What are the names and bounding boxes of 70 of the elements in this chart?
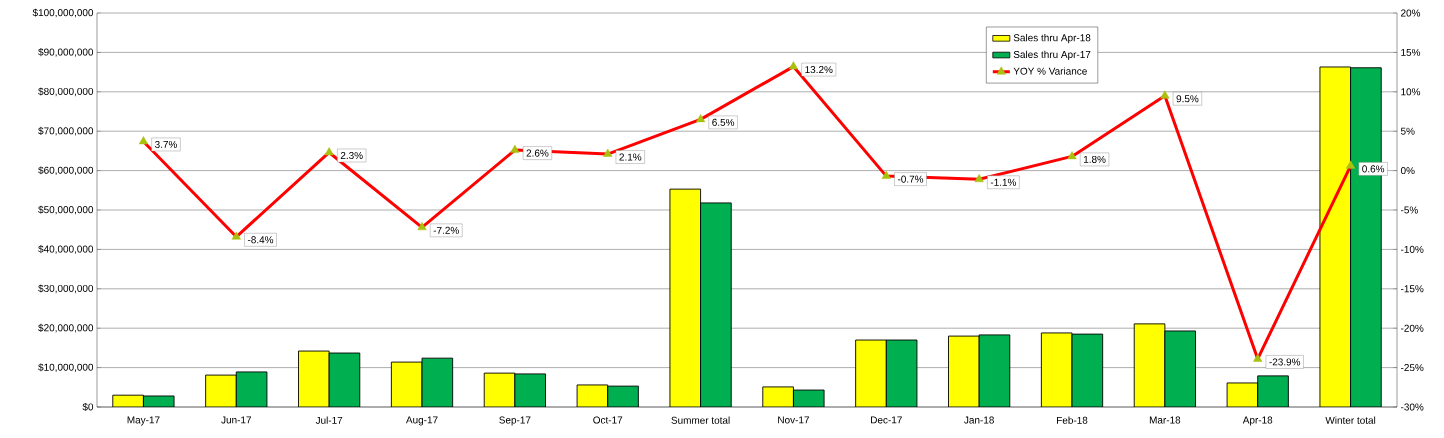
x-tick-label: Jul-17: [315, 416, 343, 424]
data-label: 1.8%: [1083, 155, 1106, 163]
x-tick-label: Nov-17: [778, 416, 809, 424]
y2-tick-label: -15%: [1400, 285, 1424, 293]
y-tick-label: $100,000,000: [32, 8, 94, 18]
data-label: -0.7%: [897, 175, 924, 183]
y2-tick-label: -10%: [1400, 245, 1424, 253]
y-tick-label: $80,000,000: [38, 87, 94, 97]
bar: [298, 350, 330, 407]
legend-label: Sales thru Apr-17: [1013, 50, 1091, 60]
y-tick-label: $30,000,000: [38, 284, 94, 294]
bar: [948, 335, 980, 407]
bar: [1257, 375, 1289, 407]
y-tick-label: $40,000,000: [38, 245, 94, 254]
bar: [205, 374, 237, 407]
bar: [855, 339, 887, 407]
data-label: 2.1%: [619, 153, 642, 161]
bar: [1040, 332, 1073, 407]
y-tick-label: $90,000,000: [38, 48, 94, 57]
bar: [328, 352, 361, 407]
y2-tick-label: -30%: [1400, 403, 1424, 411]
data-label: 2.6%: [526, 149, 549, 157]
x-tick-label: Winter total: [1325, 416, 1376, 424]
bar: [390, 361, 423, 407]
y2-tick-label: 5%: [1400, 127, 1415, 135]
y2-tick-label: 0%: [1400, 167, 1415, 175]
y-tick-label: $70,000,000: [38, 126, 94, 136]
y2-tick-label: 10%: [1401, 88, 1421, 96]
y-tick-label: $20,000,000: [38, 323, 94, 333]
bar: [1071, 333, 1104, 407]
x-tick-label: Oct-17: [593, 416, 623, 424]
x-tick-label: Apr-18: [1242, 416, 1273, 426]
data-label: -7.2%: [433, 226, 459, 234]
x-tick-label: Jun-17: [221, 416, 252, 424]
x-tick-label: Mar-18: [1149, 416, 1181, 424]
x-tick-label: Feb-18: [1057, 416, 1088, 424]
y2-tick-label: -5%: [1400, 206, 1418, 214]
bar: [885, 339, 918, 407]
y-tick-label: $60,000,000: [38, 166, 94, 175]
x-tick-label: Jan-18: [964, 416, 994, 424]
y2-tick-label: 20%: [1401, 9, 1421, 17]
data-label: -8.4%: [247, 236, 274, 244]
y-tick-label: $0: [82, 402, 94, 412]
bar: [700, 202, 732, 407]
legend-label: Sales thru Apr-18: [1013, 33, 1091, 44]
x-tick-label: Sep-17: [499, 416, 531, 426]
y-tick-label: $10,000,000: [38, 363, 94, 372]
bar: [1319, 66, 1352, 407]
data-label: 9.5%: [1176, 95, 1199, 103]
x-tick-label: Dec-17: [871, 416, 902, 424]
y2-tick-label: 15%: [1401, 48, 1421, 56]
bar: [1133, 323, 1166, 407]
x-tick-label: Aug-17: [405, 416, 438, 426]
y-tick-label: $50,000,000: [38, 205, 94, 215]
data-label: 0.6%: [1362, 165, 1385, 173]
data-label: 3.7%: [155, 140, 177, 148]
bar: [421, 357, 454, 407]
legend-label: YOY % Variance: [1013, 67, 1087, 75]
x-tick-label: May-17: [127, 416, 160, 426]
bar: [669, 188, 702, 407]
y2-tick-label: -20%: [1400, 324, 1424, 332]
data-label: 6.5%: [712, 118, 735, 126]
bar: [1164, 330, 1196, 407]
x-tick-label: Summer total: [671, 416, 730, 424]
y2-tick-label: -25%: [1400, 364, 1424, 372]
data-label: 2.3%: [340, 151, 363, 159]
data-label: -23.9%: [1269, 358, 1301, 366]
data-label: -1.1%: [990, 178, 1017, 186]
data-label: 13.2%: [805, 66, 833, 74]
bar: [978, 334, 1011, 407]
